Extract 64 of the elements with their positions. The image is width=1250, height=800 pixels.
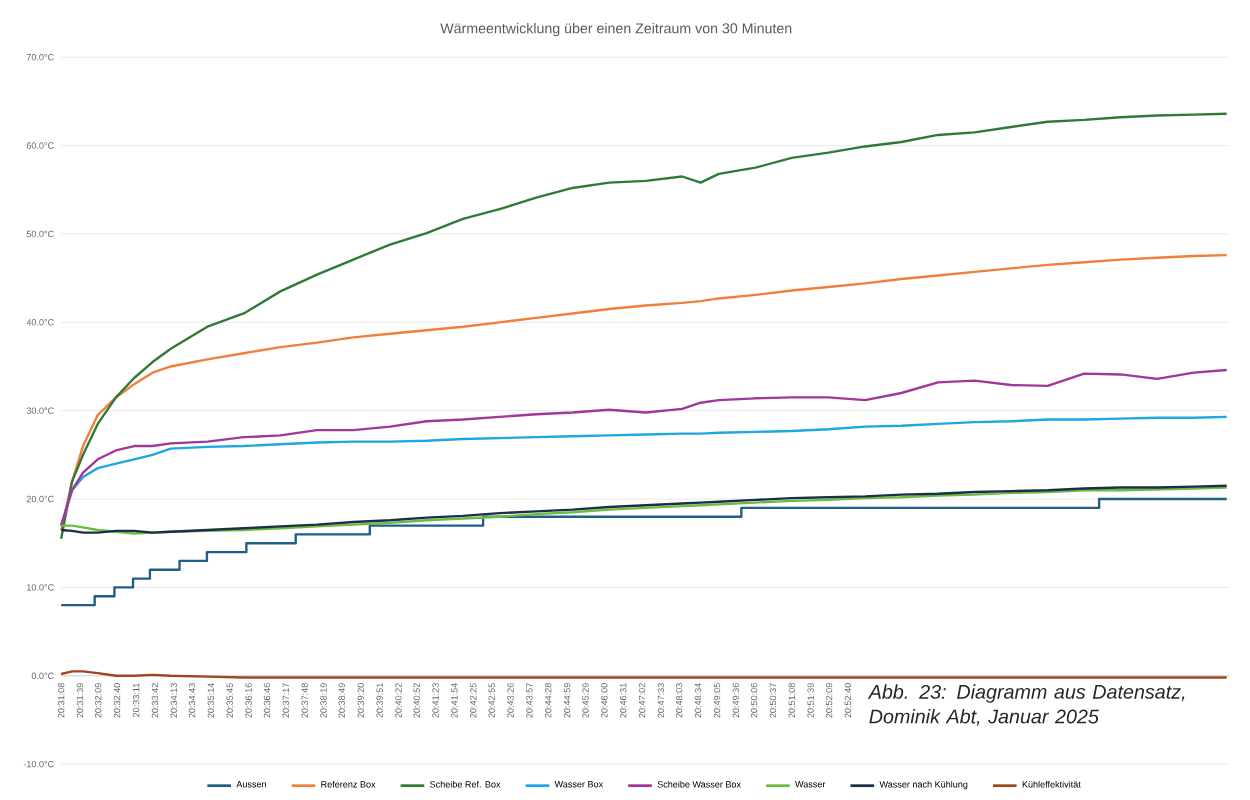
legend-label: Wasser nach Kühlung	[879, 781, 968, 790]
x-tick-label: 20:33:11	[132, 683, 140, 718]
x-tick-label: 20:37:17	[282, 683, 290, 718]
line-series	[59, 112, 1228, 541]
x-tick-label: 20:41:54	[451, 683, 458, 718]
x-tick-label: 20:34:43	[188, 683, 196, 718]
x-tick-label: 20:31:08	[57, 683, 65, 718]
x-tick-label: 20:39:51	[376, 683, 383, 718]
y-tick-label: 50.0°C	[26, 230, 54, 238]
x-tick-label: 20:48:03	[675, 683, 683, 718]
x-tick-label: 20:49:05	[713, 683, 721, 718]
y-tick-label: 10.0°C	[27, 584, 54, 591]
x-tick-label: 20:50:37	[769, 683, 777, 718]
x-tick-label: 20:51:08	[788, 683, 795, 718]
x-tick-label: 20:38:19	[320, 683, 327, 718]
x-tick-label: 20:49:36	[732, 683, 740, 718]
x-tick-label: 20:40:22	[395, 683, 402, 718]
x-tick-label: 20:44:28	[545, 683, 552, 718]
y-tick-label: 20.0°C	[26, 496, 54, 503]
legend-label: Aussen	[236, 781, 266, 788]
legend-label: Scheibe Ref. Box	[430, 781, 501, 788]
annotation: Abb. 23: Diagramm aus Datensatz, Dominik Abt, Januar 2025	[867, 684, 1185, 727]
x-tick-label: 20:50:06	[750, 683, 758, 718]
x-tick-label: 20:42:55	[488, 683, 495, 718]
line-series	[59, 254, 1228, 532]
x-tick-label: 20:44:59	[563, 683, 571, 718]
x-tick-label: 20:43:26	[507, 683, 514, 718]
y-tick-label: 60.0°C	[26, 142, 54, 149]
x-tick-label: 20:40:52	[413, 683, 420, 718]
x-tick-label: 20:47:02	[638, 683, 646, 718]
legend-label: Wasser Box	[554, 781, 604, 788]
x-tick-label: 20:33:42	[151, 683, 159, 718]
x-tick-label: 20:42:25	[470, 683, 477, 718]
x-tick-label: 20:32:40	[113, 683, 121, 718]
legend-label: Scheibe Wasser Box	[657, 781, 741, 788]
x-tick-label: 20:39:20	[357, 683, 365, 718]
y-tick-label: -10.0°C	[23, 761, 54, 768]
y-tick-label: 30.0°C	[26, 407, 54, 415]
x-tick-label: 20:37:48	[301, 683, 308, 718]
x-tick-label: 20:43:57	[526, 683, 533, 718]
x-tick-label: 20:36:46	[263, 683, 271, 718]
chart-title: Wärmeentwicklung über einen Zeitraum von 30 Minuten	[440, 23, 792, 37]
x-tick-label: 20:52:40	[844, 683, 852, 718]
x-tick-label: 20:51:39	[807, 683, 814, 718]
x-tick-label: 20:31:39	[76, 683, 84, 718]
x-tick-label: 20:32:09	[94, 683, 102, 718]
x-tick-label: 20:46:31	[619, 683, 627, 718]
x-tick-label: 20:38:49	[338, 683, 345, 718]
x-tick-label: 20:41:23	[432, 683, 439, 718]
x-tick-label: 20:45:29	[582, 683, 589, 718]
x-tick-label: 20:35:45	[226, 683, 233, 718]
legend-label: Kühleffektivität	[1022, 781, 1081, 788]
x-tick-label: 20:52:09	[825, 683, 833, 718]
x-tick-label: 20:47:33	[657, 683, 665, 718]
x-tick-label: 20:36:16	[245, 683, 252, 718]
y-tick-label: 0.0°C	[31, 672, 54, 680]
x-tick-label: 20:46:00	[601, 683, 608, 718]
x-tick-label: 20:34:13	[170, 683, 178, 718]
legend-label: Wasser	[795, 781, 826, 788]
y-tick-label: 40.0°C	[26, 319, 54, 326]
legend-label: Referenz Box	[321, 781, 376, 788]
y-tick-label: 70.0°C	[26, 54, 54, 61]
x-tick-label: 20:35:14	[207, 683, 215, 718]
x-tick-label: 20:48:34	[694, 683, 702, 718]
